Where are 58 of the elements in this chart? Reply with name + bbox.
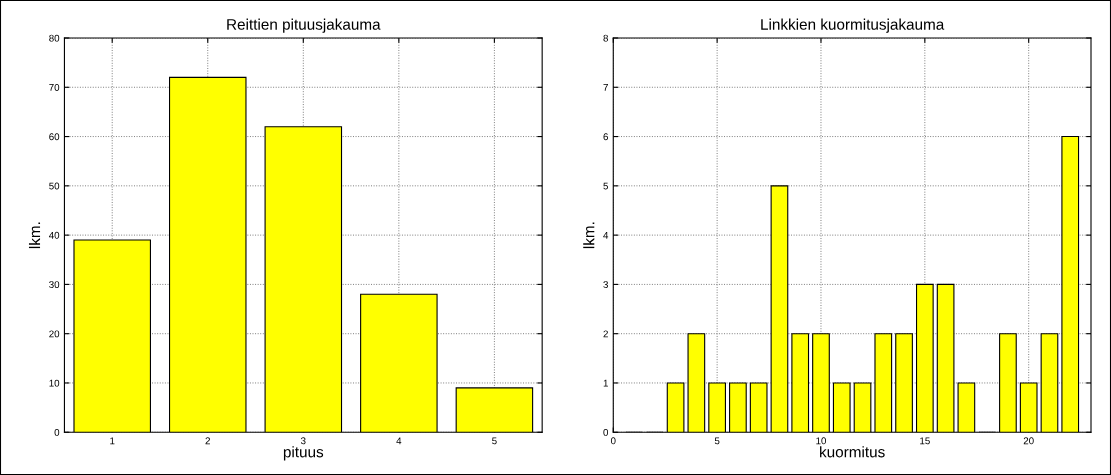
y-tick-label: 1 <box>603 379 608 387</box>
x-tick-label: 10 <box>816 437 827 445</box>
bar <box>1040 333 1059 433</box>
bar <box>264 126 343 433</box>
y-tick-label: 40 <box>48 231 60 239</box>
x-tick-label: 5 <box>492 437 497 445</box>
y-axis-title: lkm. <box>583 222 595 249</box>
y-tick-label: 20 <box>49 330 60 338</box>
y-tick-label: 10 <box>49 379 60 387</box>
bar <box>687 333 706 433</box>
bar <box>853 382 872 433</box>
x-tick-label: 0 <box>610 437 616 445</box>
bar <box>915 283 934 433</box>
bar <box>770 185 789 433</box>
x-tick-label: 20 <box>1023 437 1034 445</box>
x-tick-label: 2 <box>205 437 210 445</box>
chart-title: Linkkien kuormitusjakauma <box>761 18 945 33</box>
y-tick-label: 4 <box>603 231 609 239</box>
bar <box>957 382 976 433</box>
x-tick-label: 3 <box>300 437 306 445</box>
bar <box>666 382 685 433</box>
bar <box>936 283 955 433</box>
bar <box>168 76 247 433</box>
y-tick-label: 80 <box>49 34 60 42</box>
bar <box>1019 382 1038 433</box>
y-tick-label: 0 <box>603 428 609 436</box>
y-tick-label: 60 <box>49 133 60 141</box>
y-tick-label: 6 <box>603 133 608 141</box>
y-tick-label: 5 <box>603 182 608 190</box>
bar <box>708 382 726 433</box>
x-axis-title: pituus <box>283 446 324 461</box>
bar <box>999 333 1017 433</box>
y-tick-label: 7 <box>603 84 608 91</box>
y-tick-label: 0 <box>54 428 60 436</box>
y-tick-label: 50 <box>49 182 60 190</box>
bar <box>791 333 810 433</box>
x-axis-title: kuormitus <box>820 446 885 458</box>
bar <box>455 387 534 433</box>
y-axis-title: lkm. <box>28 222 41 249</box>
bar <box>874 333 893 433</box>
x-tick-label: 4 <box>396 437 402 445</box>
x-tick-label: 1 <box>110 437 115 445</box>
bar <box>832 382 851 433</box>
bar <box>1061 136 1080 433</box>
bar <box>729 382 747 433</box>
y-tick-label: 8 <box>603 34 608 42</box>
bar <box>895 333 913 433</box>
y-tick-label: 30 <box>49 281 60 289</box>
chart-title: Reittien pituusjakauma <box>227 18 381 33</box>
bar <box>73 239 151 433</box>
y-tick-label: 3 <box>603 281 608 289</box>
y-tick-label: 70 <box>49 84 60 91</box>
x-tick-label: 5 <box>714 437 720 445</box>
x-tick-label: 15 <box>920 437 930 445</box>
bar <box>812 333 830 433</box>
y-tick-label: 2 <box>603 330 608 338</box>
bar <box>360 293 438 433</box>
bar <box>749 382 768 433</box>
